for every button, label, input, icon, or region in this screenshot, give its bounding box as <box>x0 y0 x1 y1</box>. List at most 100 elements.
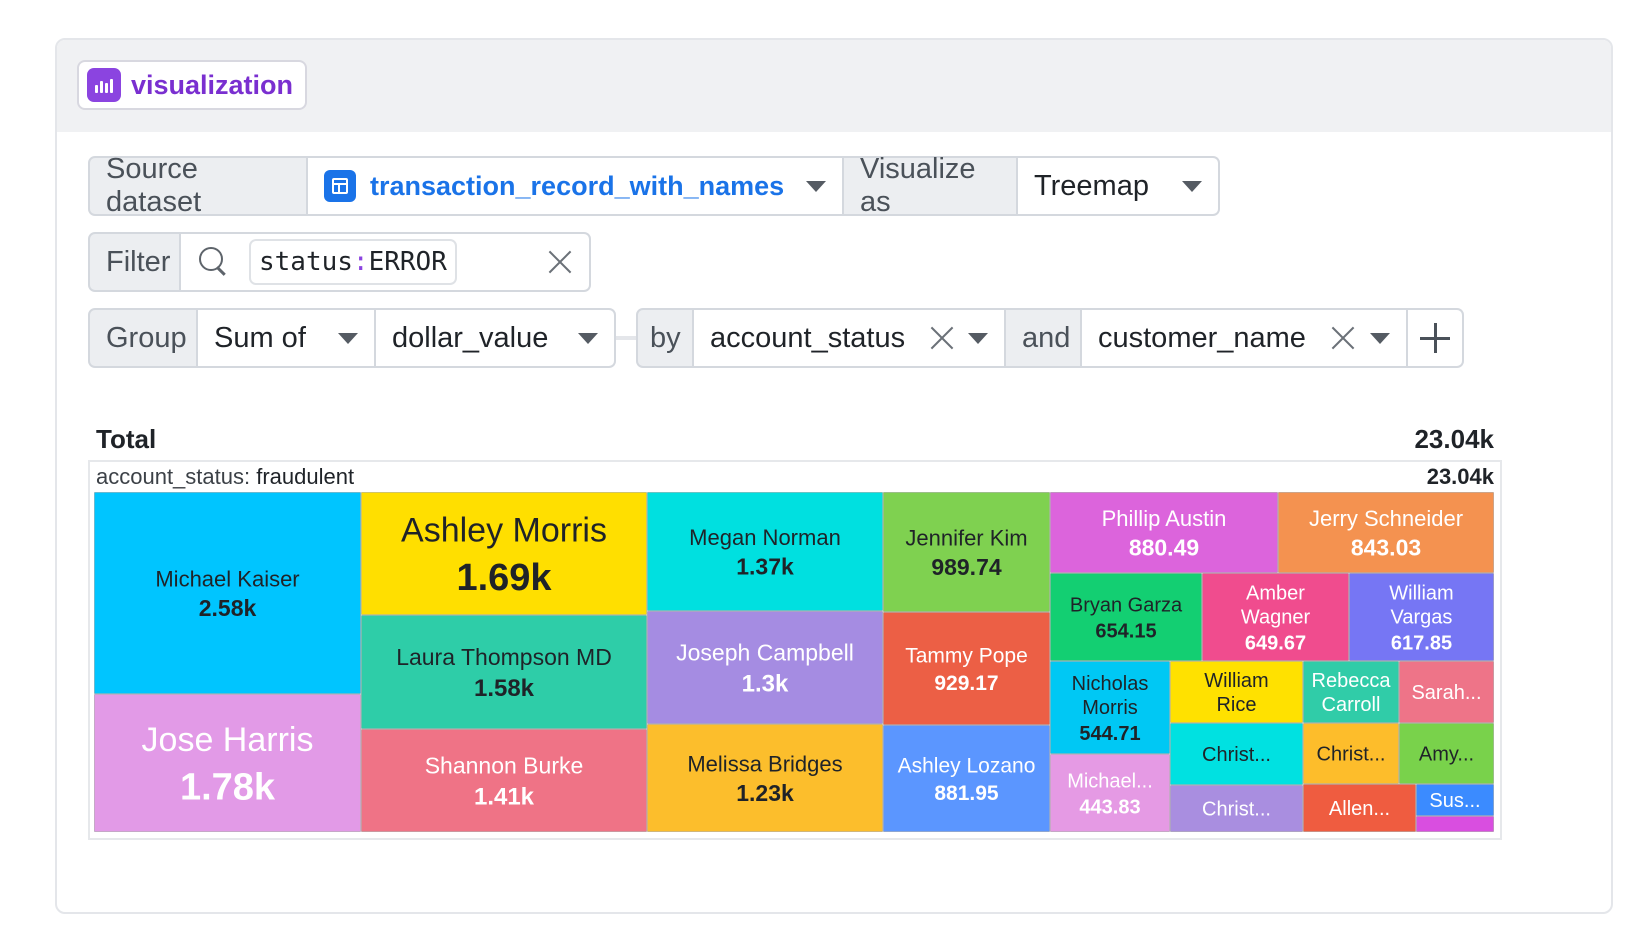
tile-name-label: Rebecca <box>1312 670 1392 692</box>
tile-value-label: 1.3k <box>742 671 789 698</box>
tile-name-label: Nicholas <box>1072 673 1149 695</box>
dataset-select[interactable]: transaction_record_with_names <box>308 156 844 216</box>
treemap-tile[interactable] <box>647 492 883 611</box>
treemap-tile[interactable] <box>1050 573 1202 661</box>
treemap-tile[interactable] <box>1303 661 1399 723</box>
tile-value-label: 881.95 <box>934 782 999 805</box>
treemap-tile[interactable] <box>1399 723 1494 784</box>
tile-name-label: Jennifer Kim <box>905 525 1027 550</box>
tile-name-label: Wagner <box>1241 607 1311 629</box>
treemap-chart: Michael Kaiser 2.58k Jose Harris 1.78k Ashle… <box>94 492 1494 832</box>
treemap-tile[interactable] <box>1050 492 1278 573</box>
by-label: by <box>636 308 694 368</box>
treemap-tile[interactable] <box>883 725 1050 832</box>
measure-select[interactable]: dollar_value <box>376 308 616 368</box>
aggregation-select[interactable]: Sum of <box>198 308 376 368</box>
chevron-down-icon <box>1182 180 1202 192</box>
treemap-tile[interactable] <box>1170 723 1303 785</box>
treemap-tile[interactable] <box>94 492 361 694</box>
treemap-tile[interactable] <box>1303 784 1416 832</box>
group-by-value-1: account_status <box>710 321 906 354</box>
chevron-down-icon <box>578 332 598 344</box>
treemap-tile[interactable] <box>647 611 883 724</box>
filter-separator: : <box>352 247 369 277</box>
treemap-tile[interactable] <box>1170 785 1303 832</box>
tile-name-label: Carroll <box>1322 694 1381 716</box>
tile-name-label: Megan Norman <box>689 525 841 550</box>
dataset-name: transaction_record_with_names <box>370 170 785 201</box>
total-value: 23.04k <box>1414 424 1494 454</box>
tile-value-label: 2.58k <box>199 595 257 621</box>
tile-name-label: Christ... <box>1317 744 1386 766</box>
tile-value-label: 649.67 <box>1245 633 1306 655</box>
aggregation-value: Sum of <box>214 321 306 354</box>
treemap-tile[interactable] <box>1202 573 1349 661</box>
source-row: Source dataset transaction_record_with_n… <box>88 153 1220 218</box>
tile-value-label: 654.15 <box>1095 621 1156 643</box>
treemap-tile[interactable] <box>361 615 647 729</box>
add-group-button[interactable] <box>1408 308 1464 368</box>
treemap-tile[interactable] <box>361 492 647 615</box>
tile-name-label: Ashley Morris <box>401 512 607 550</box>
remove-icon[interactable] <box>1330 325 1356 351</box>
tile-name-label: Joseph Campbell <box>676 640 854 666</box>
treemap-tile[interactable] <box>1050 754 1170 832</box>
tile-value-label: 989.74 <box>931 554 1002 580</box>
tile-value-label: 880.49 <box>1129 534 1199 560</box>
and-label: and <box>1006 308 1082 368</box>
chevron-down-icon <box>968 332 988 344</box>
treemap-tile[interactable] <box>1416 816 1494 832</box>
treemap-tile[interactable] <box>1349 573 1494 661</box>
treemap-tile[interactable] <box>647 724 883 832</box>
tile-name-label: Christ... <box>1202 799 1271 821</box>
bar-chart-icon <box>87 68 121 102</box>
tile-name-label: Melissa Bridges <box>687 751 842 776</box>
tile-name-label: Amber <box>1246 583 1305 605</box>
treemap-tile[interactable] <box>1416 784 1494 816</box>
tile-name-label: Jerry Schneider <box>1309 506 1463 531</box>
tile-value-label: 443.83 <box>1079 797 1140 819</box>
tile-value-label: 1.37k <box>736 553 794 579</box>
filter-row: Filter status: ERROR <box>88 232 591 292</box>
visualize-as-label: Visualize as <box>844 153 1018 218</box>
treemap-tile[interactable] <box>1399 661 1494 723</box>
remove-icon[interactable] <box>929 325 954 351</box>
treemap-tile[interactable] <box>1303 723 1399 784</box>
total-row: Total 23.04k <box>96 424 1494 455</box>
tile-name-label: Shannon Burke <box>425 753 584 779</box>
tile-value-label: 843.03 <box>1351 534 1421 560</box>
treemap-tile[interactable] <box>883 612 1050 725</box>
tile-name-label: Michael Kaiser <box>155 566 299 591</box>
tile-name-label: Tammy Pope <box>905 645 1028 668</box>
chevron-down-icon <box>806 180 826 192</box>
tile-name-label: Allen... <box>1329 798 1390 820</box>
tile-name-label: Laura Thompson MD <box>396 644 612 670</box>
tile-value-label: 617.85 <box>1391 633 1452 655</box>
treemap-tile[interactable] <box>1278 492 1494 573</box>
treemap-tile[interactable] <box>883 492 1050 612</box>
tile-name-label: Morris <box>1082 697 1138 719</box>
visualization-badge[interactable]: visualization <box>77 60 308 110</box>
source-dataset-label: Source dataset <box>88 153 308 218</box>
clear-filter-icon[interactable] <box>547 249 573 275</box>
filter-label: Filter <box>88 232 181 292</box>
tile-value-label: 1.23k <box>736 780 794 806</box>
filter-input[interactable]: status: ERROR <box>181 232 591 292</box>
group-by-value-2: customer_name <box>1098 321 1306 354</box>
connector <box>616 308 636 368</box>
chevron-down-icon <box>1369 332 1390 344</box>
group-by-select-2[interactable]: customer_name <box>1082 308 1408 368</box>
group-label: Group <box>88 308 198 368</box>
group-by-select-1[interactable]: account_status <box>694 308 1006 368</box>
treemap-tile[interactable] <box>1050 661 1170 754</box>
visualization-type-select[interactable]: Treemap <box>1018 156 1220 216</box>
card-header: visualization <box>57 40 1611 132</box>
tile-name-label: Jose Harris <box>142 721 314 759</box>
chevron-down-icon <box>338 332 358 344</box>
treemap-tile[interactable] <box>361 729 647 832</box>
tile-name-label: William <box>1204 670 1268 692</box>
filter-token[interactable]: status: ERROR <box>249 239 457 285</box>
treemap-tile[interactable] <box>1170 661 1303 723</box>
treemap-tile[interactable] <box>94 694 361 832</box>
visualization-type-value: Treemap <box>1034 169 1149 202</box>
